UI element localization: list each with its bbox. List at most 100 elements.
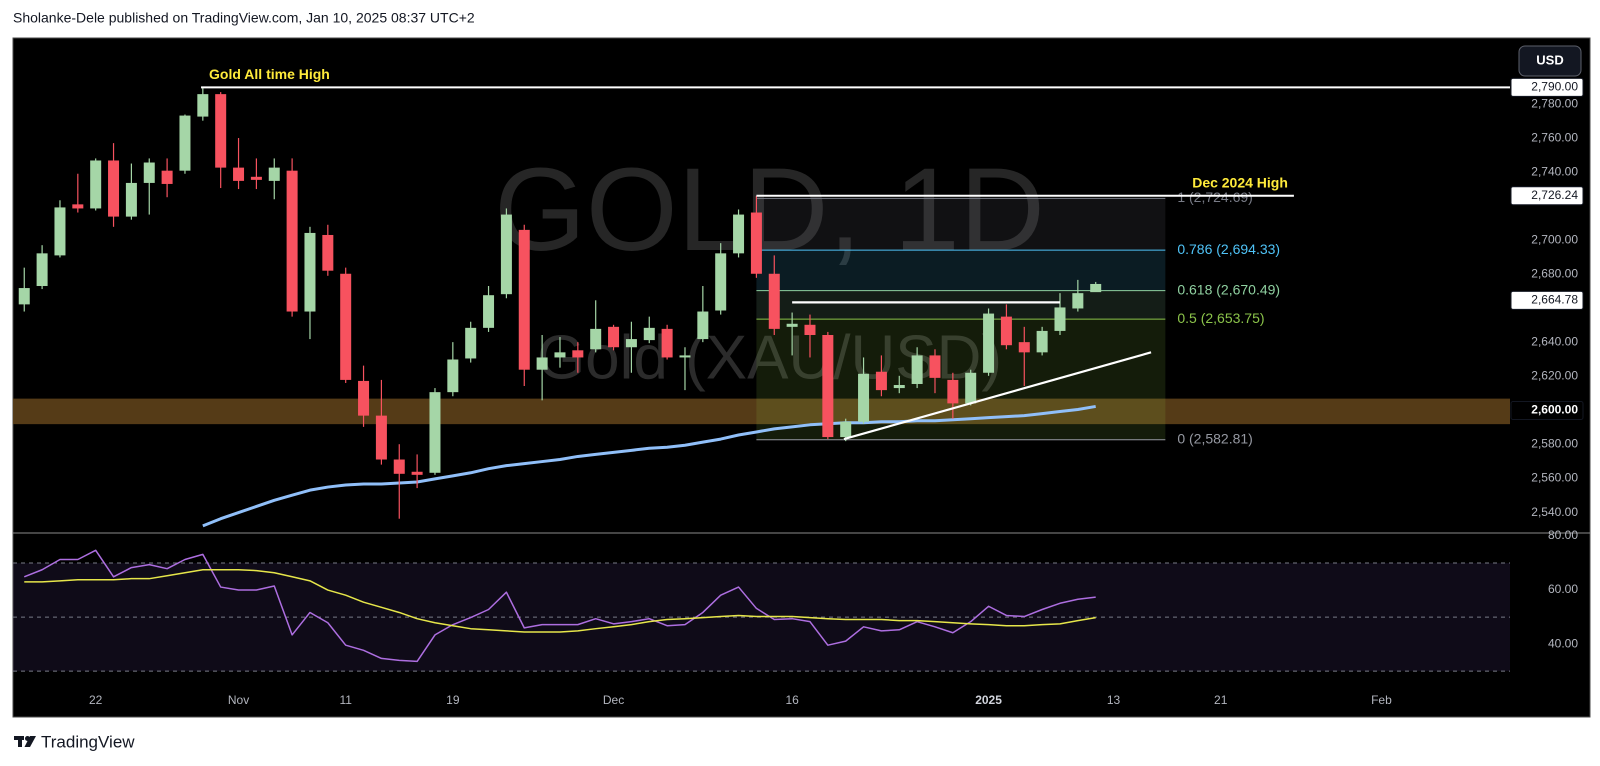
y-tick-label: 2,620.00: [1531, 369, 1578, 383]
candle-body: [804, 324, 816, 335]
x-tick-label: 13: [1107, 693, 1121, 707]
axes: 2,540.00 2,560.00 2,580.00 2,620.00 2,640.00…: [89, 77, 1584, 707]
candle-body: [768, 273, 780, 329]
candle-body: [1054, 307, 1066, 331]
candle-body: [447, 359, 459, 393]
candle-body: [840, 421, 852, 438]
candle-body: [893, 385, 905, 389]
price-tag: [1510, 401, 1584, 421]
fib-fill: [756, 250, 1166, 291]
candle-body: [197, 94, 209, 117]
logo-slash: [24, 736, 36, 747]
candle-body: [179, 115, 191, 171]
y-tick-label: 2,760.00: [1531, 131, 1578, 145]
candle-body: [54, 207, 66, 256]
y-tick-label: 2,580.00: [1531, 437, 1578, 451]
fib-fill: [756, 319, 1166, 440]
candle-body: [536, 357, 548, 370]
price-tag-label: 2,664.78: [1531, 293, 1578, 307]
price-tag-label: 2,790.00: [1531, 80, 1578, 94]
x-tick-label: 2025: [975, 693, 1002, 707]
x-tick-label: 11: [339, 693, 352, 707]
x-tick-label: Feb: [1371, 693, 1392, 707]
y-tick-label: 2,680.00: [1531, 267, 1578, 281]
price-tag: [1510, 186, 1584, 206]
x-tick-label: Dec: [603, 693, 624, 707]
x-tick-label: Nov: [228, 693, 249, 707]
candle-body: [500, 214, 512, 295]
chart-frame: [12, 37, 1591, 718]
line-label: Gold All time High: [209, 66, 330, 82]
candle-body: [411, 471, 423, 475]
fib-fill: [756, 198, 1166, 251]
y-tick-label: 2,540.00: [1531, 505, 1578, 519]
candle-body: [875, 371, 887, 391]
rsi-tick-label: 60.00: [1548, 582, 1578, 596]
fib-level-label: 0.786 (2,694.33): [1177, 241, 1280, 257]
currency-button[interactable]: [1518, 45, 1582, 77]
publish-header: Sholanke-Dele published on TradingView.c…: [13, 10, 475, 26]
candle-body: [661, 328, 673, 358]
candle-body: [643, 327, 655, 341]
candle-body: [90, 160, 102, 209]
indicator-line: [23, 549, 1096, 663]
candle-body: [125, 182, 137, 217]
candle-body: [340, 273, 352, 380]
candle-body: [1036, 330, 1048, 353]
fib-level-label: 0.5 (2,653.75): [1177, 310, 1264, 326]
candle-body: [697, 311, 709, 340]
x-tick-label: 16: [785, 693, 799, 707]
fib-level-label: 1 (2,724.69): [1177, 189, 1253, 205]
rsi-pane: [13, 549, 1510, 672]
y-tick-label: 2,640.00: [1531, 335, 1578, 349]
moving-average: [202, 404, 1096, 528]
candle-body: [983, 313, 995, 373]
candle-body: [250, 176, 262, 180]
candle-body: [786, 323, 798, 327]
candle-body: [518, 229, 530, 370]
candle-body: [625, 339, 637, 348]
currency-label: USD: [1536, 52, 1563, 67]
candle-body: [268, 167, 280, 181]
candle-body: [393, 459, 405, 474]
line-label: Dec 2024 High: [1192, 174, 1288, 190]
logo-stem: [18, 736, 22, 747]
trendline: [843, 351, 1152, 441]
candle-body: [108, 160, 120, 217]
x-tick-label: 22: [89, 693, 103, 707]
candle-body: [215, 94, 227, 168]
candle-body: [286, 170, 298, 312]
candle-body: [233, 167, 245, 181]
candle-body: [679, 355, 691, 358]
y-tick-label: 2,700.00: [1531, 233, 1578, 247]
price-tag: [1510, 77, 1584, 97]
candle-body: [858, 373, 870, 422]
candle-body: [161, 170, 173, 184]
support-zone: [13, 398, 1510, 425]
y-tick-label: 2,740.00: [1531, 165, 1578, 179]
y-tick-label: 2,560.00: [1531, 471, 1578, 485]
candle-body: [1000, 316, 1012, 346]
candle-body: [1018, 342, 1030, 353]
candle-body: [375, 415, 387, 460]
fib-level-label: 0 (2,582.81): [1177, 430, 1253, 446]
candle-body: [429, 392, 441, 473]
candle-body: [143, 162, 155, 183]
candle-body: [947, 379, 959, 404]
candle-body: [733, 214, 745, 254]
candle-body: [358, 380, 370, 416]
indicator-line: [24, 569, 1096, 633]
candle-body: [322, 234, 334, 271]
tradingview-logo: [14, 736, 36, 747]
y-tick-label: 2,780.00: [1531, 97, 1578, 111]
candle-body: [822, 335, 834, 438]
rsi-tick-label: 40.00: [1548, 636, 1578, 650]
candle-body: [304, 232, 316, 312]
candle-body: [929, 355, 941, 378]
fib-fill: [756, 290, 1166, 320]
candle-body: [554, 352, 566, 358]
candle-body: [18, 288, 30, 305]
candle-body: [608, 326, 620, 348]
